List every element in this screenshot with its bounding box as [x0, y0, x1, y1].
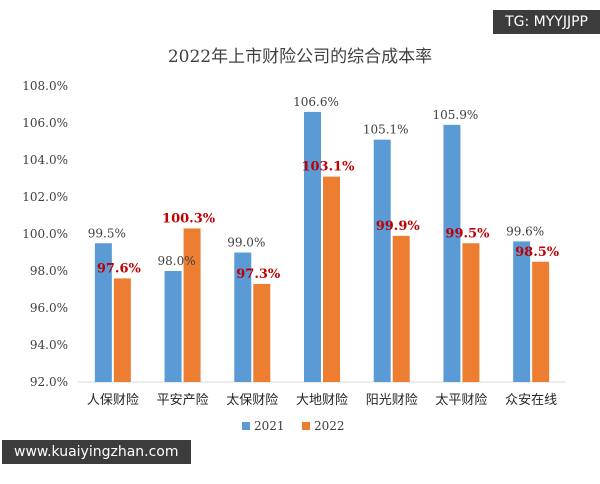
y-tick-label: 100.0% — [22, 227, 68, 241]
bar-2022 — [323, 176, 340, 382]
y-tick-label: 92.0% — [30, 375, 68, 389]
legend-label-2021: 2021 — [254, 419, 285, 433]
y-tick-label: 102.0% — [22, 190, 68, 204]
bar-2021 — [164, 271, 182, 382]
bar-2021 — [513, 241, 531, 382]
legend: 2021 2022 — [242, 419, 345, 433]
data-label-2021: 106.6% — [293, 95, 339, 109]
legend-swatch-2022 — [302, 422, 310, 430]
data-label-2022: 97.6% — [97, 261, 142, 276]
y-tick-label: 94.0% — [30, 338, 68, 352]
watermark-tag: TG: MYYJJPP — [493, 10, 600, 34]
bar-2022 — [462, 243, 480, 382]
data-label-2021: 99.0% — [227, 236, 265, 250]
bar-2021 — [94, 243, 112, 382]
data-label-2022: 97.3% — [236, 267, 281, 282]
watermark-url: www.kuaiyingzhan.com — [2, 440, 191, 464]
bar-2022 — [532, 261, 550, 382]
data-label-2022: 99.9% — [376, 219, 421, 234]
bar-2022 — [253, 283, 271, 382]
category-label: 平安产险 — [157, 393, 209, 408]
data-label-2022: 98.5% — [515, 245, 560, 260]
y-tick-label: 104.0% — [22, 153, 68, 167]
category-label: 阳光财险 — [366, 393, 418, 408]
data-label-2021: 99.6% — [506, 224, 544, 238]
data-label-2022: 99.5% — [445, 226, 490, 241]
category-label: 太保财险 — [226, 393, 278, 408]
bar-2022 — [392, 235, 410, 382]
data-label-2022: 100.3% — [162, 211, 216, 226]
bar-2021 — [443, 124, 461, 382]
y-tick-label: 96.0% — [30, 301, 68, 315]
bar-2022 — [183, 228, 201, 382]
bar-2021 — [373, 139, 391, 382]
data-label-2021: 105.1% — [363, 123, 409, 137]
bar-2021 — [304, 111, 321, 383]
category-label: 人保财险 — [87, 393, 139, 408]
bars: 99.5% 97.6% 98.0% 100.3% 99.0% 97.3% 106.6% 103… — [88, 95, 560, 383]
bar-2022 — [113, 278, 131, 382]
y-tick-label: 108.0% — [22, 79, 68, 93]
category-label: 大地财险 — [296, 393, 348, 408]
data-label-2021: 99.5% — [88, 226, 126, 240]
legend-label-2022: 2022 — [314, 419, 345, 433]
axes: 92.0% 94.0% 96.0% 98.0% 100.0% 102.0% 104.0% 10… — [22, 79, 566, 408]
y-tick-label: 98.0% — [30, 264, 68, 278]
data-label-2021: 105.9% — [433, 108, 479, 122]
chart-title: 2022年上市财险公司的综合成本率 — [168, 47, 432, 67]
category-label: 太平财险 — [435, 393, 487, 408]
category-label: 众安在线 — [505, 393, 557, 408]
legend-swatch-2021 — [242, 422, 250, 430]
data-label-2022: 103.1% — [301, 160, 355, 175]
bar-2021 — [234, 252, 252, 382]
y-tick-label: 106.0% — [22, 116, 68, 130]
data-label-2021: 98.0% — [158, 254, 196, 268]
